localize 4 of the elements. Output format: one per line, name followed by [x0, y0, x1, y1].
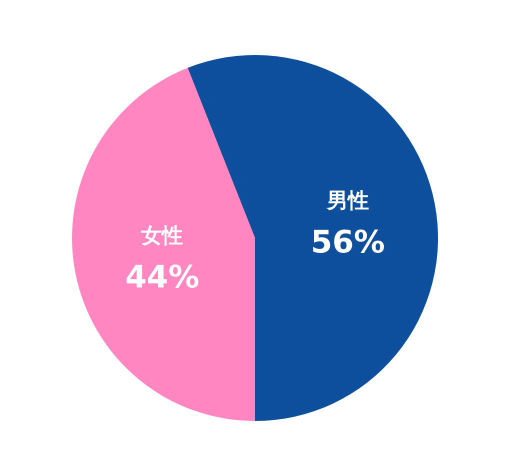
data-label: 56% [310, 224, 385, 260]
data-label: 44% [125, 260, 200, 296]
slice-label: 女性 [140, 224, 184, 248]
slice-label: 男性 [326, 188, 369, 212]
